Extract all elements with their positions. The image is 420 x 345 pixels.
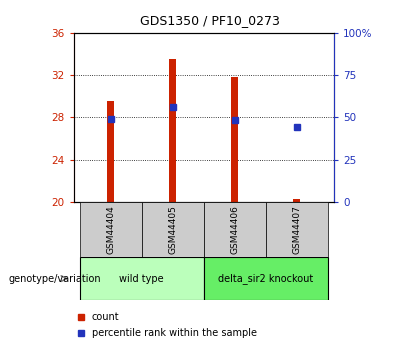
- Text: wild type: wild type: [119, 274, 164, 284]
- Text: GSM44405: GSM44405: [168, 205, 177, 254]
- Text: percentile rank within the sample: percentile rank within the sample: [92, 328, 257, 338]
- Text: GSM44407: GSM44407: [292, 205, 301, 254]
- Bar: [204, 202, 266, 257]
- Text: genotype/variation: genotype/variation: [8, 274, 101, 284]
- Text: GSM44406: GSM44406: [230, 205, 239, 254]
- Bar: [107, 101, 114, 202]
- Text: GDS1350 / PF10_0273: GDS1350 / PF10_0273: [140, 14, 280, 27]
- Bar: [142, 202, 204, 257]
- Bar: [169, 59, 176, 202]
- Bar: [80, 202, 142, 257]
- Bar: [266, 202, 328, 257]
- Text: count: count: [92, 312, 119, 322]
- Bar: [293, 199, 300, 202]
- Text: delta_sir2 knockout: delta_sir2 knockout: [218, 273, 313, 284]
- Bar: [80, 257, 204, 300]
- Bar: [231, 77, 239, 202]
- Text: GSM44404: GSM44404: [106, 205, 115, 254]
- Bar: [204, 257, 328, 300]
